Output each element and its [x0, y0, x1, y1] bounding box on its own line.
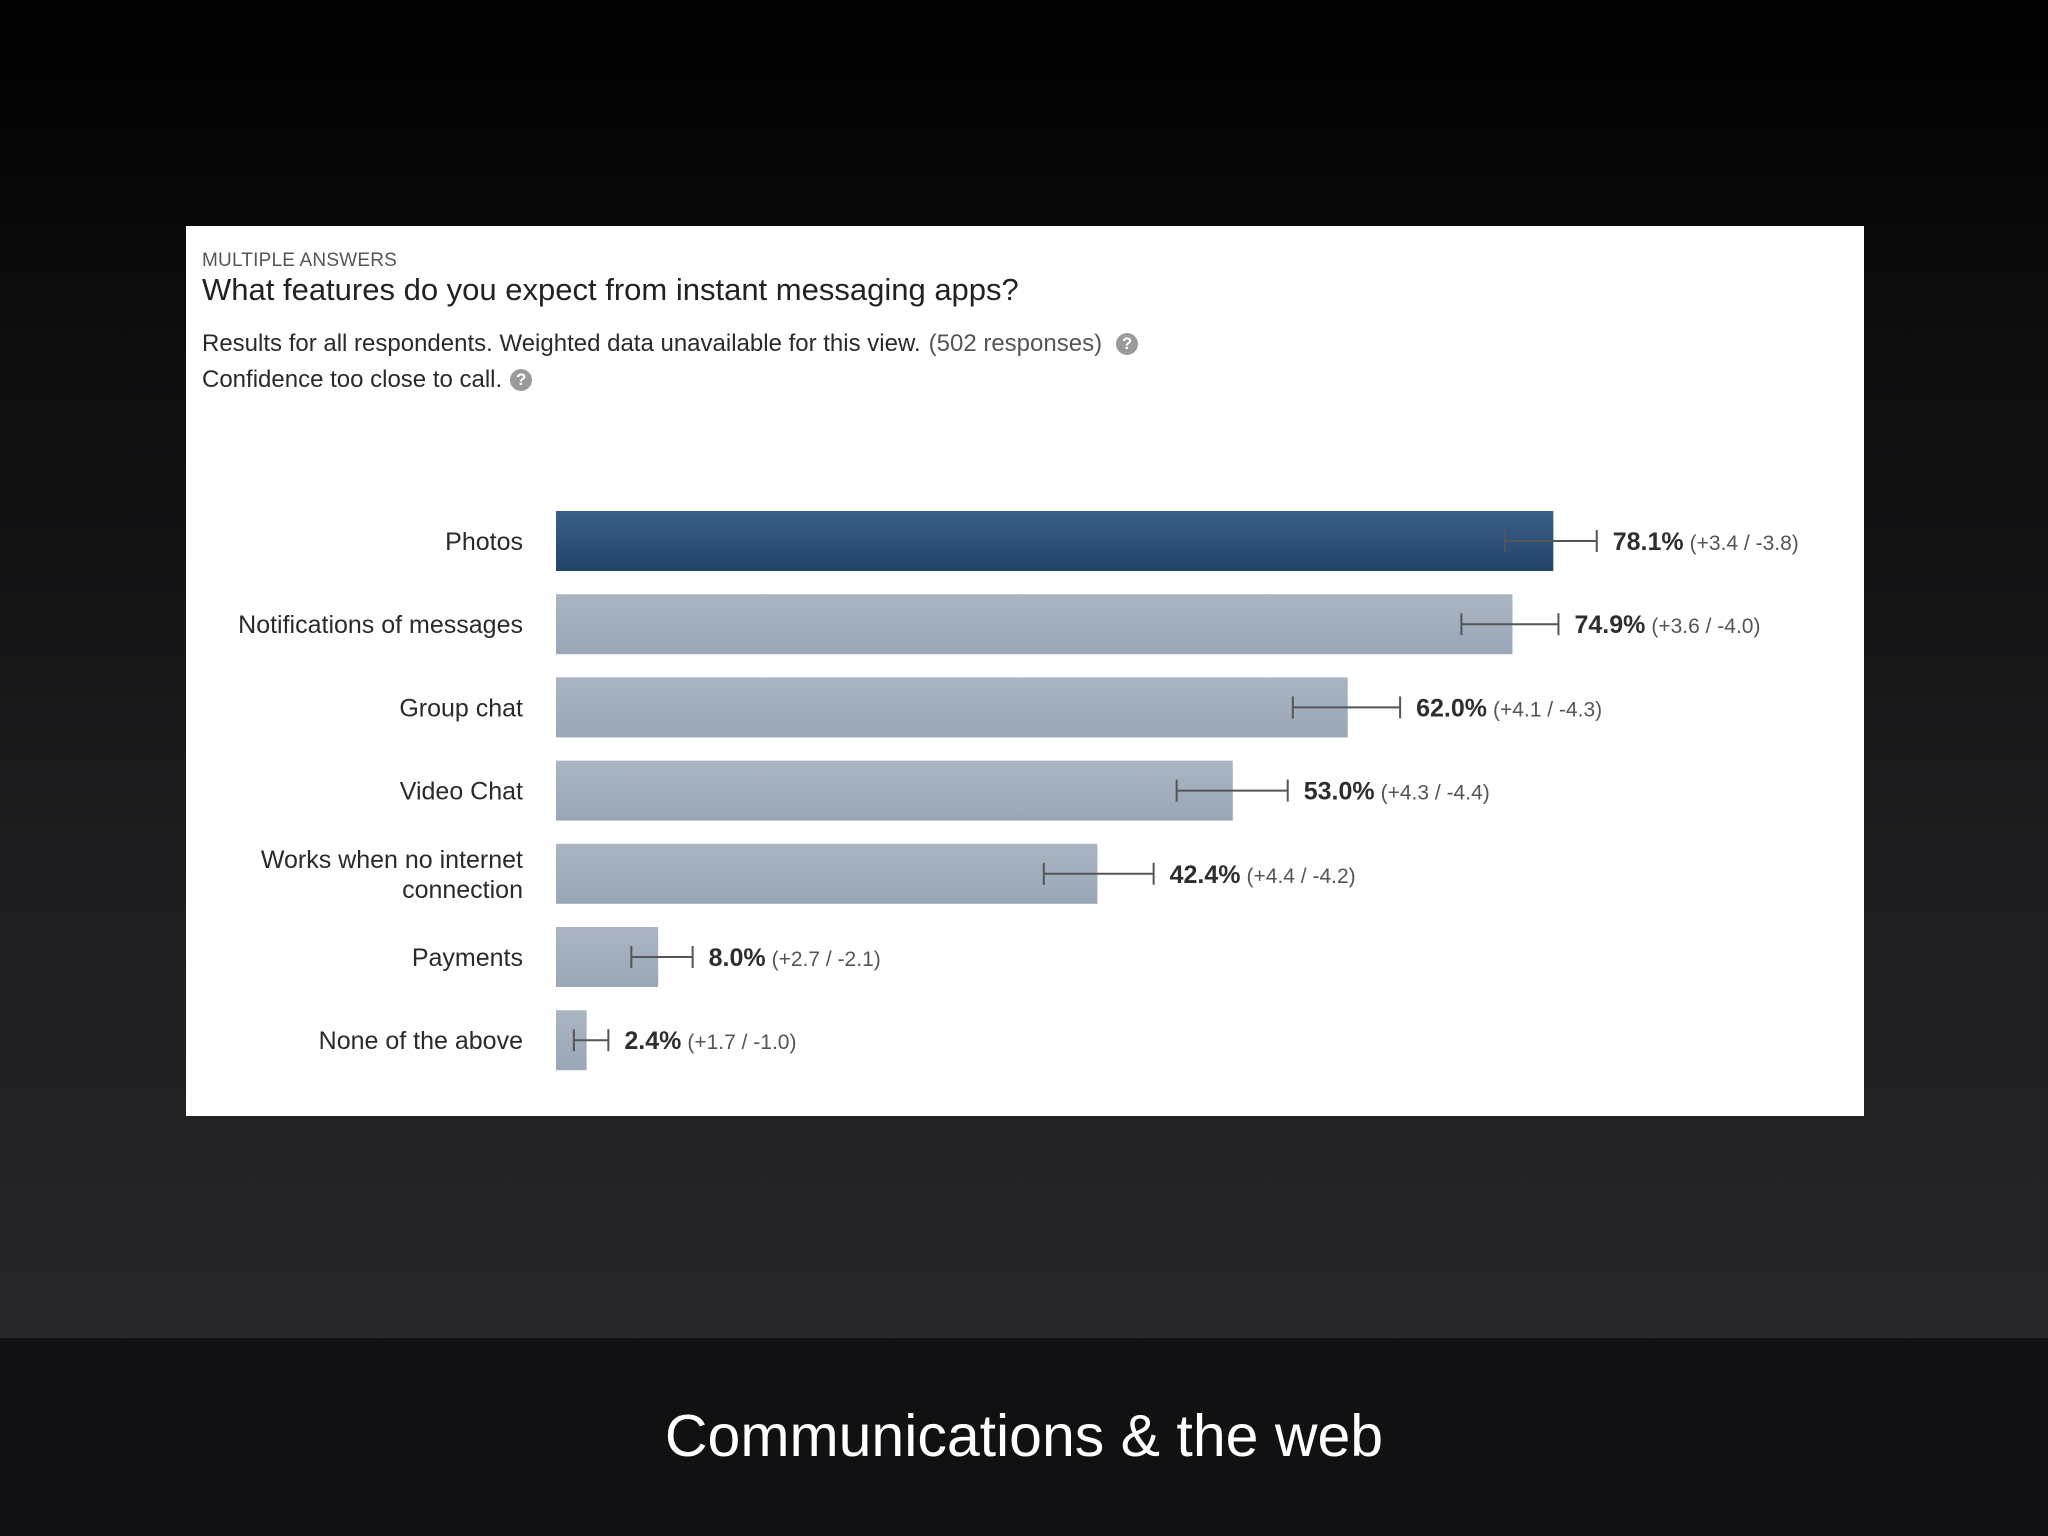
value-label: 53.0% (+4.3 / -4.4) [1304, 778, 1490, 806]
response-count: (502 responses) [928, 330, 1103, 357]
bar [556, 594, 1513, 655]
value-label: 42.4% (+4.4 / -4.2) [1170, 861, 1356, 889]
help-icon[interactable]: ? [510, 369, 533, 391]
question-title: What features do you expect from instant… [202, 272, 1019, 307]
value-label: 78.1% (+3.4 / -3.8) [1613, 528, 1799, 556]
category-label: None of the above [319, 1027, 523, 1055]
value-label: 2.4% (+1.7 / -1.0) [624, 1027, 796, 1055]
question-type-label: MULTIPLE ANSWERS [202, 250, 397, 271]
confidence-text: Confidence too close to call. [202, 366, 503, 393]
category-label: Video Chat [400, 778, 523, 806]
category-label: Works when no internet connection [261, 846, 523, 904]
bar [556, 843, 1098, 904]
value-label: 74.9% (+3.6 / -4.0) [1574, 611, 1760, 639]
value-label: 62.0% (+4.1 / -4.3) [1416, 694, 1602, 722]
bar [556, 511, 1554, 571]
category-label: Photos [445, 528, 523, 556]
confidence-line: Confidence too close to call. ? [202, 366, 533, 394]
category-label: Notifications of messages [238, 611, 523, 639]
footer-band [0, 1338, 2048, 1536]
value-label: 8.0% (+2.7 / -2.1) [709, 944, 881, 972]
slide-title: Communications & the web [664, 1403, 1384, 1469]
category-label: Payments [412, 944, 523, 972]
bar [556, 677, 1348, 738]
results-text: Results for all respondents. Weighted da… [202, 330, 921, 357]
category-label: Group chat [399, 694, 523, 722]
survey-result-card: MULTIPLE ANSWERS What features do you ex… [186, 226, 1864, 1116]
bar [556, 760, 1233, 821]
bar-chart: Photos 78.1% (+3.4 / -3.8) Notifications of… [238, 511, 1799, 1071]
results-summary-line: Results for all respondents. Weighted da… [202, 330, 1139, 358]
help-icon[interactable]: ? [1116, 333, 1139, 355]
